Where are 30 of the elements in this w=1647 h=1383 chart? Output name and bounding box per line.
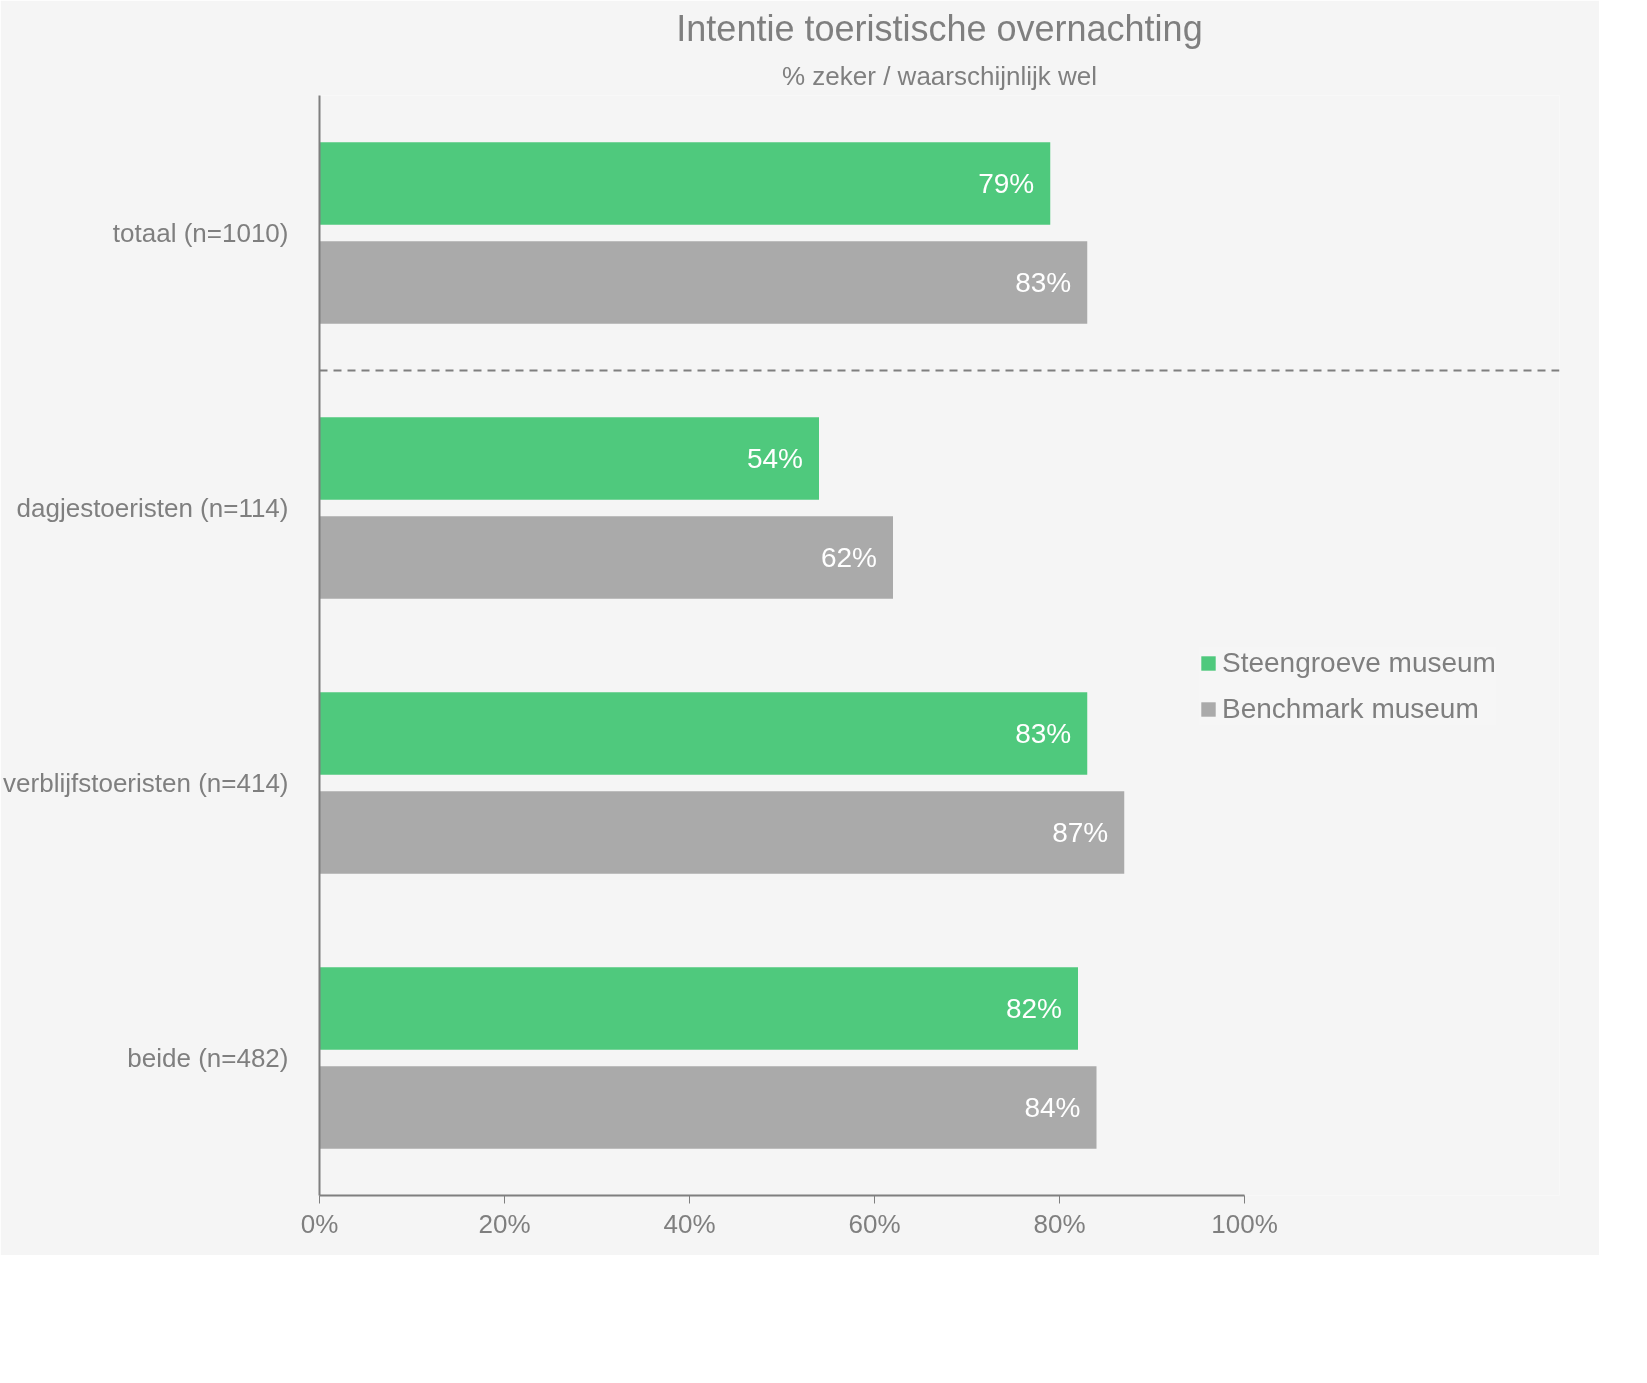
y-tick-label: dagjestoeristen (n=114) (16, 493, 289, 523)
data-label: 54% (746, 443, 804, 474)
bar (319, 967, 1078, 1050)
bar (319, 417, 819, 500)
x-tick-label: 20% (478, 1208, 531, 1239)
y-tick-label: totaal (n=1010) (112, 218, 289, 248)
x-tick-label: 80% (1033, 1208, 1086, 1239)
bar (319, 1066, 1097, 1149)
data-label: 84% (1024, 1092, 1081, 1123)
bar (319, 692, 1088, 775)
data-label: 82% (1005, 993, 1063, 1024)
chart-title: Intentie toeristische overnachting (676, 7, 1203, 49)
data-label: 62% (820, 542, 878, 573)
data-label: 79% (978, 168, 1035, 199)
x-tick-label: 60% (848, 1208, 901, 1239)
bar (319, 516, 893, 599)
chart-subtitle: % zeker / waarschijnlijk wel (782, 60, 1097, 91)
x-tick-label: 40% (663, 1208, 716, 1239)
data-label: 87% (1052, 817, 1109, 848)
data-label: 83% (1015, 267, 1072, 298)
y-tick-label: beide (n=482) (127, 1043, 289, 1073)
data-label: 83% (1015, 718, 1072, 749)
legend-label: Steengroeve museum (1222, 647, 1496, 679)
y-tick-label: verblijfstoeristen (n=414) (3, 768, 289, 798)
bar (319, 241, 1088, 324)
bar (319, 142, 1051, 225)
legend-label: Benchmark museum (1222, 693, 1479, 725)
x-tick-label: 100% (1211, 1208, 1278, 1239)
bar (319, 791, 1125, 874)
x-tick-label: 0% (300, 1208, 339, 1239)
